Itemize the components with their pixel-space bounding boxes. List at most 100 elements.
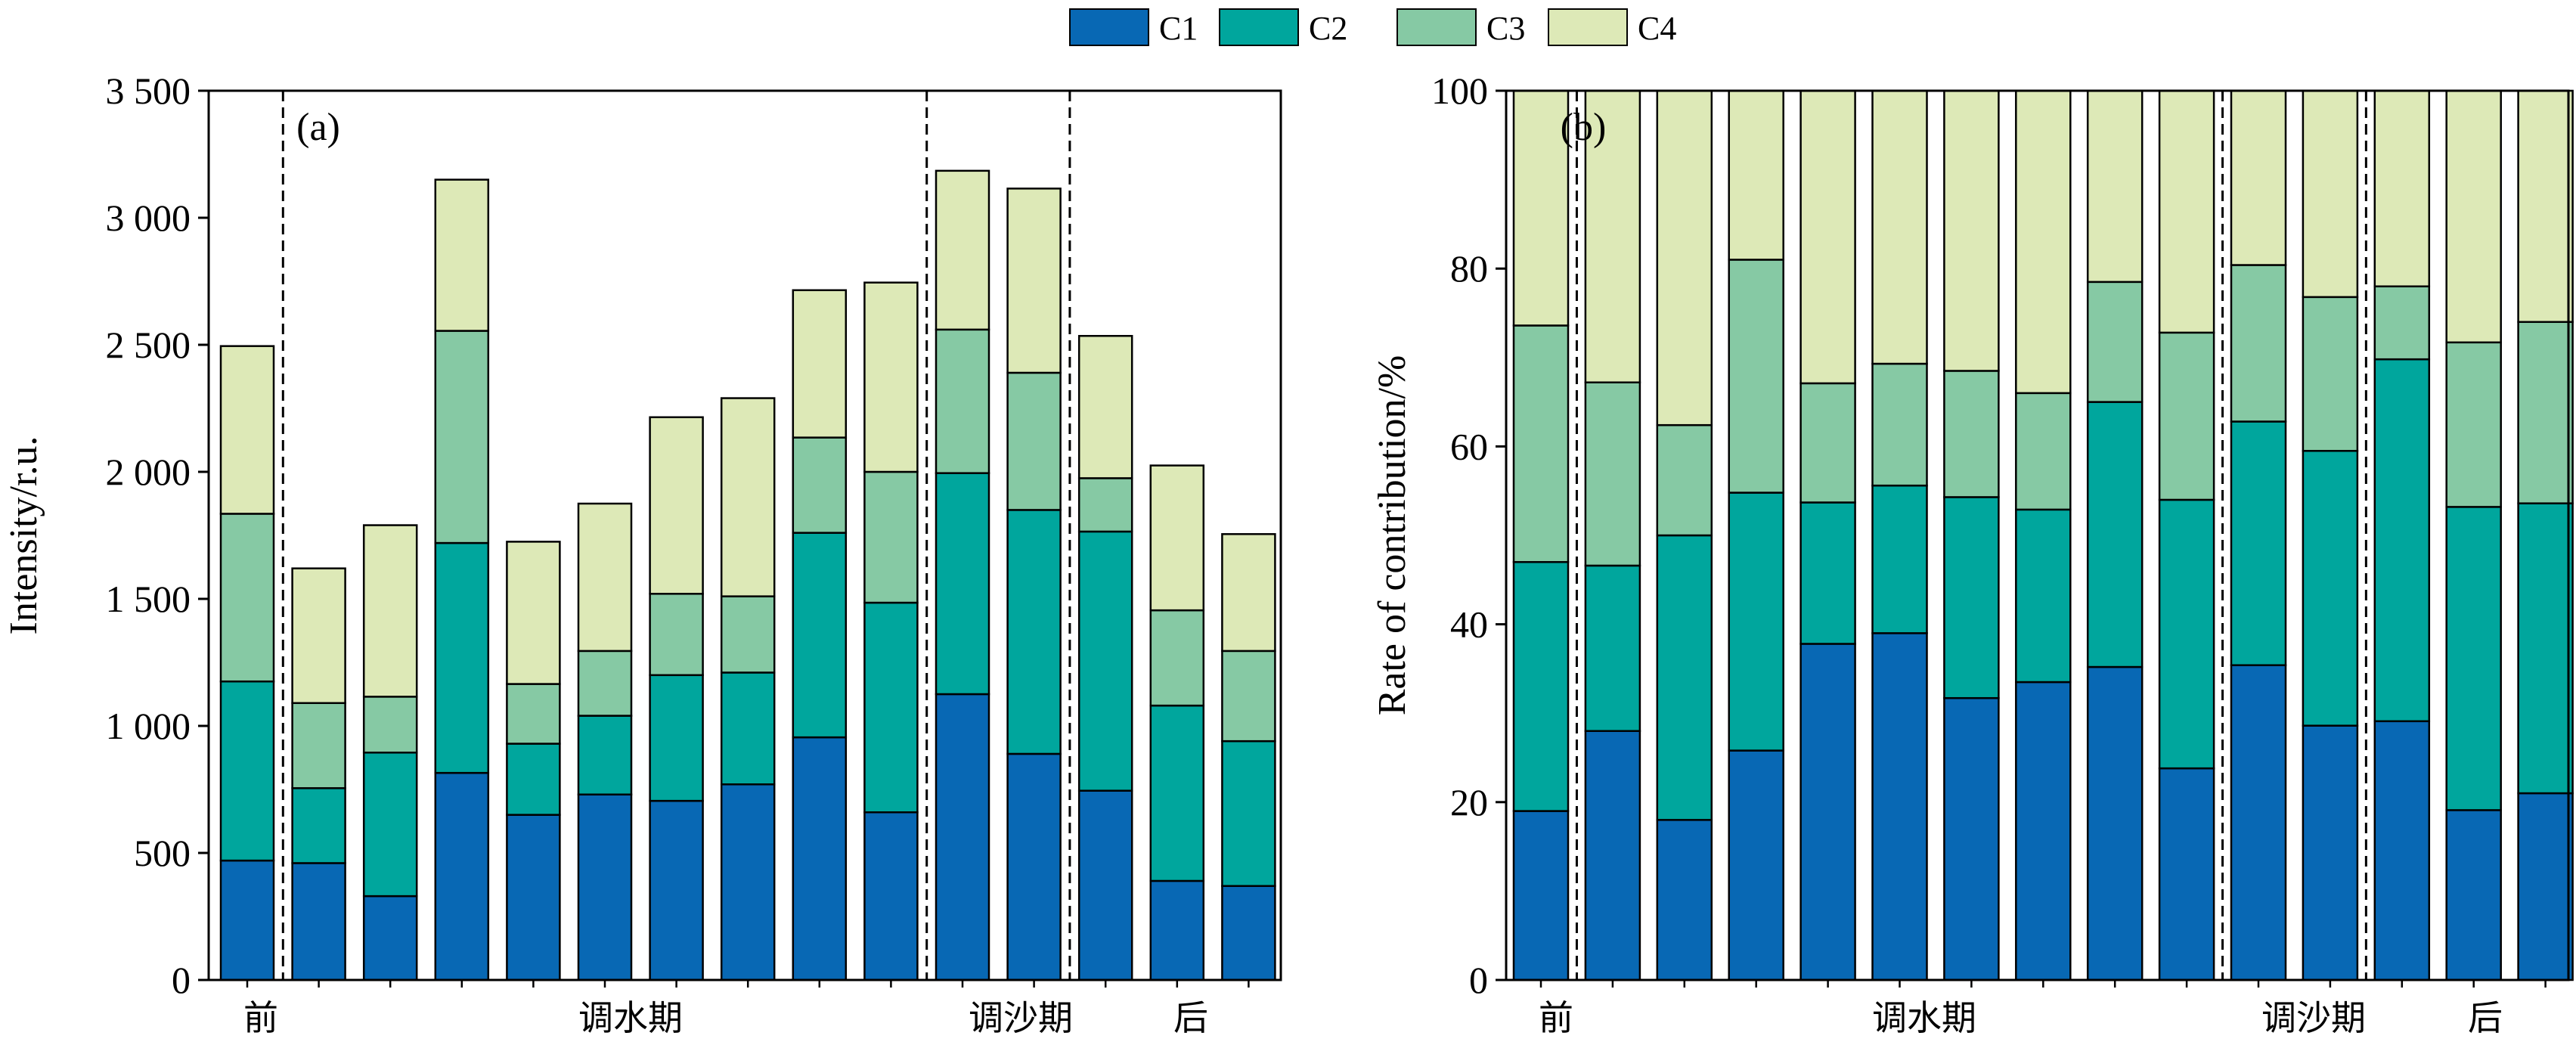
- bar-c4-5: [506, 541, 561, 685]
- bar-c1-6: [1871, 632, 1928, 981]
- bar-c3-14: [2445, 341, 2502, 508]
- bar-c1-8: [2015, 681, 2072, 981]
- bar-c4-3: [362, 524, 418, 698]
- bar-c1-9: [792, 736, 848, 981]
- bar-c4-11: [2230, 89, 2287, 266]
- bar-c1-4: [1728, 749, 1784, 981]
- plot-frame: [207, 89, 1282, 981]
- chart-panel-b: 0 20 40 60 80 100 前 调水期 调沙期 后 (b) Rate of contribut…: [1371, 70, 2574, 1037]
- bar-c2-5: [506, 743, 561, 816]
- bar-c3-3: [362, 696, 418, 754]
- period-label-4: 后: [2468, 999, 2503, 1037]
- bar-c2-3: [1656, 534, 1713, 821]
- bar-c3-1: [219, 513, 275, 683]
- bar-c3-6: [577, 650, 633, 717]
- bar-c3-15: [1221, 650, 1276, 743]
- y-tick-label: 500: [134, 832, 191, 874]
- bar-c4-5: [1799, 89, 1856, 385]
- bar-c4-7: [649, 416, 704, 595]
- bar-c1-13: [2373, 720, 2431, 981]
- bar-c2-11: [2230, 420, 2287, 666]
- bar-c3-4: [434, 330, 490, 544]
- bar-c4-4: [434, 178, 490, 332]
- bar-c2-9: [2086, 401, 2144, 668]
- bar-c1-15: [2517, 792, 2574, 981]
- bar-c4-12: [1006, 188, 1062, 374]
- period-label-4: 后: [1173, 999, 1208, 1037]
- bar-c1-7: [1943, 696, 2000, 981]
- legend: C1 C2 C3 C4: [1069, 8, 1676, 47]
- bar-c1-1: [219, 859, 275, 981]
- bar-c4-14: [2445, 89, 2502, 344]
- bar-c2-15: [1221, 740, 1276, 887]
- bar-c4-4: [1728, 89, 1784, 261]
- bar-c3-13: [2373, 285, 2431, 361]
- bar-c2-2: [1584, 564, 1641, 732]
- bar-c1-4: [434, 771, 490, 981]
- bar-c4-6: [577, 502, 633, 653]
- bar-c2-13: [2373, 358, 2431, 723]
- bar-c3-9: [2086, 281, 2144, 403]
- bar-c1-13: [1077, 789, 1133, 981]
- bar-c1-11: [2230, 664, 2287, 981]
- y-tick-label: 80: [1450, 247, 1488, 290]
- bar-c1-5: [506, 814, 561, 981]
- bar-c1-8: [720, 783, 776, 981]
- bar-c3-8: [720, 595, 776, 674]
- bar-c4-8: [720, 397, 776, 597]
- bar-c1-15: [1221, 885, 1276, 981]
- bar-c1-14: [1149, 879, 1205, 981]
- bar-c4-10: [2158, 89, 2215, 334]
- bar-c1-10: [2158, 767, 2215, 981]
- bar-c3-10: [2158, 331, 2215, 501]
- bar-c2-1: [1512, 561, 1570, 812]
- bar-c2-3: [362, 752, 418, 898]
- bar-c3-11: [2230, 264, 2287, 423]
- bar-c2-10: [863, 601, 919, 814]
- bar-c3-4: [1728, 259, 1784, 494]
- bar-c1-2: [291, 862, 346, 981]
- legend-swatch-c3: [1396, 8, 1477, 46]
- legend-label-c1: C1: [1159, 10, 1198, 47]
- bar-c4-9: [792, 289, 848, 439]
- bar-c3-7: [1943, 370, 2000, 498]
- bar-c4-11: [935, 169, 990, 331]
- bar-c2-1: [219, 680, 275, 862]
- bar-c3-5: [506, 683, 561, 745]
- bar-c3-8: [2015, 392, 2072, 511]
- bar-c2-9: [792, 532, 848, 739]
- panel-label: (a): [296, 106, 340, 149]
- bar-c2-8: [720, 671, 776, 786]
- bar-c3-11: [935, 328, 990, 474]
- bar-c3-7: [649, 593, 704, 677]
- bar-c4-8: [2015, 89, 2072, 395]
- bar-c1-1: [1512, 810, 1570, 981]
- bar-c4-2: [291, 567, 346, 705]
- y-tick-label: 20: [1450, 781, 1488, 823]
- bar-c2-4: [1728, 491, 1784, 752]
- y-tick-label: 2 000: [106, 451, 191, 493]
- y-tick-label: 0: [1469, 959, 1488, 1001]
- bar-c1-12: [1006, 752, 1062, 981]
- bar-c4-1: [1512, 89, 1570, 327]
- bar-c2-15: [2517, 502, 2574, 795]
- legend-swatch-c4: [1548, 8, 1628, 46]
- bar-c2-8: [2015, 508, 2072, 684]
- bar-c3-9: [792, 436, 848, 534]
- bar-c1-6: [577, 793, 633, 981]
- bar-c2-4: [434, 541, 490, 774]
- period-label-3: 调沙期: [2261, 999, 2366, 1037]
- chart-panel-a: 0 500 1 000 1 500 2 000 2 500 3 000 3 500 前 调水期 调沙…: [2, 70, 1282, 1037]
- bar-c1-14: [2445, 809, 2502, 981]
- period-label-1: 前: [243, 999, 278, 1037]
- bar-c4-7: [1943, 89, 2000, 372]
- bar-c3-6: [1871, 362, 1928, 487]
- bar-c2-10: [2158, 498, 2215, 770]
- bar-c2-14: [2445, 506, 2502, 811]
- bar-c2-14: [1149, 704, 1205, 882]
- bar-c4-1: [219, 345, 275, 515]
- bar-c2-6: [577, 715, 633, 795]
- bar-c4-14: [1149, 464, 1205, 612]
- bar-c1-9: [2086, 665, 2144, 981]
